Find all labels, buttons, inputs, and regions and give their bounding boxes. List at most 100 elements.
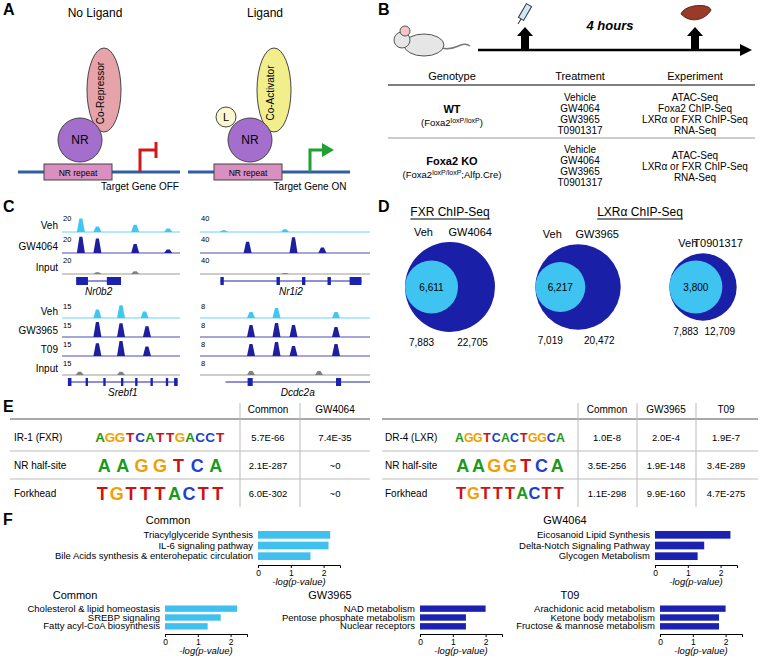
y-tick: Nuclear receptors [340, 620, 419, 631]
bar [258, 542, 329, 550]
exon [151, 378, 153, 386]
track-group: Veh20GW406420Input20Nr0b2 [19, 214, 180, 297]
peak [131, 271, 139, 274]
track-scale: 20 [63, 256, 71, 265]
y-axis: NAD metabolismPentose phosphate metaboli… [282, 603, 419, 632]
peak [93, 322, 101, 337]
motif-name: IR-1 (FXR) [14, 432, 62, 443]
category-label: Eicosanoid Lipid Synthesis [537, 529, 650, 540]
logo-letter: A [455, 431, 464, 445]
veh-total: 7,883 [409, 337, 434, 348]
y-tick: Eicosanoid Lipid Synthesis [537, 529, 654, 540]
peaks [62, 372, 180, 375]
treatment: GW3965 [560, 114, 600, 125]
track-scale: 8 [201, 321, 205, 330]
p-value: 5.7E-66 [251, 432, 284, 443]
exon [350, 277, 362, 285]
motif-logo: AGGTCATTGACCT [95, 430, 225, 445]
logo-letter: C [205, 430, 215, 445]
column-header: GW3965 [646, 404, 686, 415]
gene-line [220, 281, 361, 282]
experiment: RNA-Seq [674, 125, 716, 136]
track-baseline [200, 337, 370, 338]
p-value: ~0 [330, 460, 341, 471]
peak [315, 371, 323, 375]
logo-letter: A [472, 456, 485, 476]
x-axis-line [421, 635, 503, 638]
track-scale: 40 [201, 256, 209, 265]
track-scale: 40 [201, 214, 209, 223]
treatment: T0901317 [557, 125, 602, 136]
genotype-part: (Foxa2 [403, 169, 433, 180]
experiment: ATAC-Seq [672, 92, 718, 103]
bar [420, 614, 466, 620]
ligand-label: GW3965 [576, 228, 619, 240]
treatment: T0901317 [557, 177, 602, 188]
logo-letter: A [551, 456, 564, 476]
track-group: Veh15GW396515T0915Input15Srebf1 [19, 302, 180, 398]
bars [165, 605, 237, 629]
peaks [200, 229, 370, 232]
exon [166, 378, 168, 386]
table-sep [300, 403, 301, 507]
veh-total: 7,883 [673, 326, 698, 337]
veh-circle [669, 260, 722, 313]
logo-letter: T [554, 484, 564, 502]
motif-name: NR half-site [385, 460, 438, 471]
peaks [62, 219, 180, 233]
peak [93, 272, 101, 274]
exon [68, 378, 72, 386]
peak [77, 237, 85, 253]
category-label: IL-6 signaling pathway [158, 540, 253, 551]
track-baseline [200, 318, 370, 319]
genotype: WT [443, 103, 460, 115]
track-scale: 15 [63, 359, 71, 368]
venn-title: LXRα ChIP-Seq [597, 205, 683, 219]
logo-letter: T [166, 430, 175, 445]
title-underline [597, 219, 683, 220]
p-value: 7.4E-35 [318, 432, 351, 443]
logo-letter: A [556, 431, 565, 445]
peak [141, 312, 149, 318]
nr-repeat [214, 164, 282, 180]
experiment: LXRα or FXR ChIP-Seq [642, 161, 748, 172]
veh-circle [535, 262, 585, 312]
treatment: Vehicle [564, 92, 597, 103]
venn-title: FXR ChIP-Seq [410, 205, 489, 219]
gene-off [140, 150, 156, 172]
genotype-part: loxP/loxP [432, 168, 462, 175]
peak [247, 325, 255, 337]
motif-logo: TGTTTACTT [97, 484, 224, 504]
column-header: Common [248, 404, 289, 415]
tick-label: 0 [653, 568, 658, 578]
ligand-circle [405, 242, 495, 332]
veh-circle [405, 260, 458, 313]
column-header: T09 [717, 404, 735, 415]
bar-chart: Common012Cholesterol & lipid homeostasis… [27, 589, 247, 656]
tick-label: 0 [163, 637, 168, 647]
gene-on [310, 150, 324, 172]
logo-letter: A [116, 456, 129, 476]
panel-c: Veh20GW406420Input20Nr0b2404040Nr1i2Veh1… [19, 214, 370, 398]
peak [77, 219, 85, 233]
motif-table: CommonGW3965T09DR-4 (LXR)AGGTCACTGGCA1.0… [382, 403, 758, 507]
chart-title: GW4064 [543, 514, 586, 526]
exon [135, 378, 137, 386]
logo-letter: T [156, 430, 165, 445]
peak [290, 325, 298, 337]
experiment: LXRα or FXR ChIP-Seq [642, 114, 748, 125]
panel-a: No LigandNR repeatCo-RepressorNRTarget G… [18, 6, 350, 192]
genotype: Foxa2 KO [426, 155, 478, 167]
p-value: 3.4E-289 [707, 460, 746, 471]
peak [164, 228, 172, 232]
p-value: ~0 [330, 488, 341, 499]
cofactor-label: Co-Activator [265, 65, 276, 121]
nr-label: NR [241, 133, 259, 147]
motif-name: NR half-site [14, 460, 67, 471]
x-tick: 0 [658, 634, 663, 647]
y-tick: IL-6 signaling pathway [158, 540, 257, 551]
category-label: Nuclear receptors [340, 620, 415, 631]
gene-name: Nr0b2 [85, 286, 113, 297]
peaks [62, 341, 180, 356]
tick-label: 0 [256, 568, 261, 578]
